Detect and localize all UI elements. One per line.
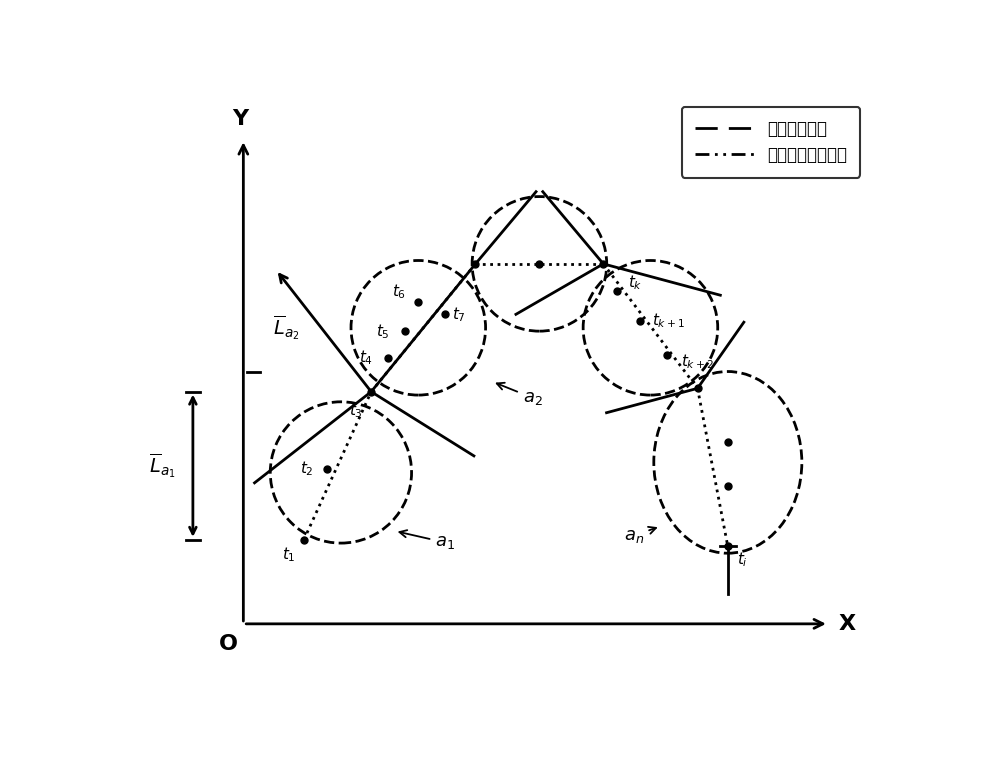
Text: $t_5$: $t_5$ [376, 321, 390, 341]
Text: $\overline{L}_{a_1}$: $\overline{L}_{a_1}$ [149, 451, 176, 480]
Legend: 正畚弓丝曲线, 确定半径圆域边界: 正畚弓丝曲线, 确定半径圆域边界 [682, 107, 860, 178]
Text: $a_1$: $a_1$ [399, 530, 455, 551]
Text: $a_2$: $a_2$ [497, 383, 542, 407]
Text: $t_2$: $t_2$ [300, 460, 314, 478]
Text: $t_k$: $t_k$ [628, 273, 643, 292]
Text: Y: Y [232, 109, 248, 129]
Text: $t_6$: $t_6$ [392, 283, 407, 301]
Text: $t_4$: $t_4$ [359, 348, 374, 368]
Text: $t_1$: $t_1$ [282, 545, 296, 564]
Text: $t_i$: $t_i$ [737, 551, 748, 569]
Text: $t_7$: $t_7$ [452, 305, 466, 324]
Text: O: O [219, 634, 238, 654]
Text: $t_{k+1}$: $t_{k+1}$ [652, 311, 685, 331]
Text: $a_n$: $a_n$ [624, 527, 656, 544]
Text: $t_3$: $t_3$ [349, 401, 363, 420]
Text: $\overline{L}_{a_2}$: $\overline{L}_{a_2}$ [273, 313, 300, 341]
Text: X: X [839, 614, 856, 634]
Text: $t_{k+2}$: $t_{k+2}$ [681, 352, 714, 371]
